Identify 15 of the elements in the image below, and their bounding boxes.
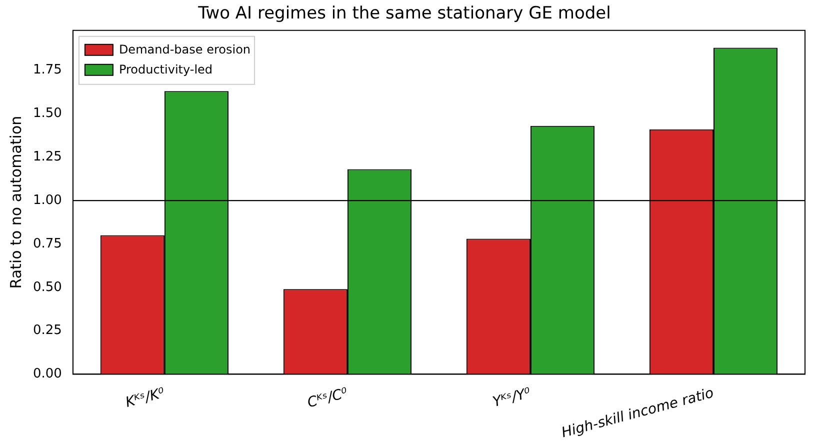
x-tick-label: Yᴷˢ/Y⁰ [491,385,533,411]
y-tick-label: 1.50 [32,106,62,122]
x-tick-label: Kᴷˢ/K⁰ [124,385,167,411]
x-tick-label: Cᴷˢ/C⁰ [306,385,350,412]
y-tick-label: 0.50 [32,280,62,295]
y-tick-label: 1.00 [32,192,62,208]
legend-label: Productivity-led [118,62,213,77]
y-tick-label: 0.00 [32,366,62,382]
y-tick-label: 0.25 [32,323,62,338]
y-tick-label: 1.25 [32,150,62,165]
y-tick-label: 1.75 [32,62,62,78]
y-tick-label: 0.75 [32,236,62,252]
y-axis-title: Ratio to no automation [6,116,25,289]
chart-title: Two AI regimes in the same stationary GE model [197,4,611,24]
legend-label: Demand-base erosion [118,42,251,57]
